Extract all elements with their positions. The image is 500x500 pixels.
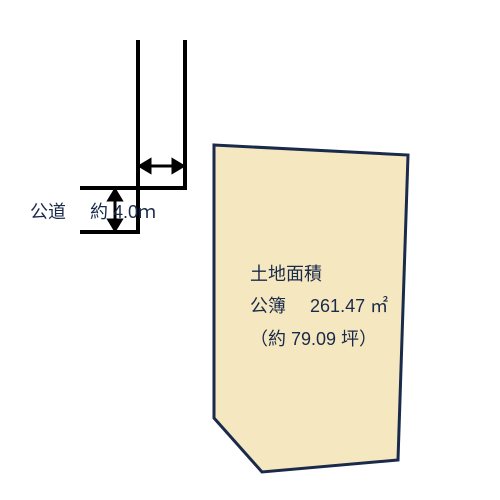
- plot-diagram: 公道 約 4.0ｍ 土地面積 公簿 261.47 ㎡ （約 79.09 坪）: [0, 0, 500, 500]
- lot-title: 土地面積: [250, 258, 388, 290]
- road-label: 公道: [30, 202, 66, 222]
- road-width-text: 約 4.0ｍ: [90, 202, 156, 222]
- road-width-arrow-h: [140, 160, 183, 172]
- lot-registry-label: 公簿: [250, 296, 286, 316]
- lot-area-m2: 261.47 ㎡: [310, 296, 388, 316]
- lot-area-tsubo: （約 79.09 坪）: [250, 323, 388, 355]
- diagram-svg: [0, 0, 500, 500]
